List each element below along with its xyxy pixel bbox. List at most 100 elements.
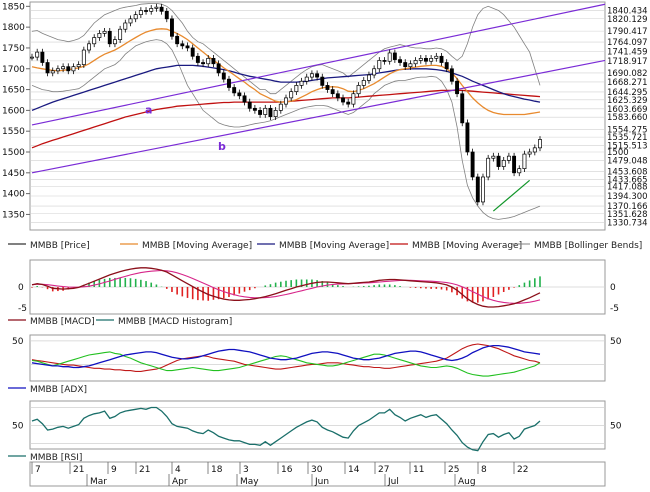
legend-bollinger: MMBB [Bollinger Bends] (534, 241, 642, 251)
candle-body (444, 62, 449, 70)
annotation-a: a (145, 103, 152, 116)
candle-body (413, 60, 418, 65)
candle-body (341, 97, 345, 103)
price-left-label: 1550 (2, 127, 25, 137)
price-level-label: 1500 (607, 148, 629, 158)
ma-mid-line (31, 64, 541, 112)
legend-adx-label: MMBB [ADX] (30, 385, 87, 395)
legend-price: MMBB [Price] (30, 241, 90, 251)
candle-body (284, 97, 288, 105)
price-left-label: 1800 (2, 23, 25, 33)
candle-body (398, 59, 402, 63)
price-level-label: 1479.048 (607, 157, 648, 167)
rsi-panel-frame (29, 400, 606, 450)
price-level-label: 1535.721 (607, 133, 648, 143)
legend-macd-hist-label: MMBB [MACD Histogram] (118, 317, 232, 327)
time-month-label: Jul (387, 477, 399, 487)
candle-body (97, 33, 102, 38)
candle-body (325, 85, 330, 90)
price-left-label: 1500 (2, 148, 25, 158)
time-month-label: Mar (90, 477, 107, 487)
candle-body (232, 87, 237, 94)
candle-body (470, 151, 475, 178)
adx-panel-frame (29, 334, 606, 382)
time-day-label: 27 (378, 465, 389, 475)
rsi-right-tick: 50 (610, 422, 622, 432)
price-left-label: 1650 (2, 86, 25, 96)
candle-body (144, 10, 148, 12)
candle-body (335, 93, 340, 99)
price-left-label: 1450 (2, 169, 25, 179)
candle-body (258, 110, 263, 115)
macd-right-tick: 0 (610, 283, 616, 293)
candle-body (309, 73, 314, 78)
candle-body (40, 51, 45, 63)
price-level-label: 1554.275 (607, 125, 648, 135)
candle-body (294, 85, 299, 93)
candle-body (434, 55, 439, 59)
candle-body (92, 37, 97, 45)
legend-macd-label: MMBB [MACD] (30, 317, 95, 327)
candle-body (102, 30, 107, 34)
candle-body (133, 14, 138, 20)
candle-body (486, 157, 491, 178)
candle-body (491, 155, 496, 159)
candle-body (377, 60, 382, 70)
time-day-label: 22 (517, 465, 528, 475)
price-level-label: 1840.434 (607, 6, 648, 16)
time-day-label: 11 (413, 465, 424, 475)
macd-line (31, 267, 541, 308)
candle-body (496, 155, 501, 167)
price-level-label: 1690.082 (607, 69, 648, 79)
bollinger-lower (31, 39, 541, 220)
candle-body (185, 45, 190, 49)
candle-body (501, 159, 506, 167)
price-level-label: 1625.329 (607, 96, 648, 106)
candle-body (273, 110, 278, 117)
candle-body (538, 139, 542, 149)
price-level-label: 1515.513 (607, 142, 648, 152)
legend-ma-mid: MMBB [Moving Average] (279, 241, 389, 251)
candle-body (517, 168, 522, 174)
candle-body (429, 58, 434, 62)
price-grid (30, 10, 605, 223)
candle-body (527, 151, 532, 155)
price-left-label: 1700 (2, 65, 25, 75)
time-day-label: 25 (448, 465, 459, 475)
candle-body (154, 6, 159, 9)
adx-right-tick: 50 (610, 337, 622, 347)
price-left-label: 1850 (2, 2, 25, 12)
candle-body (460, 93, 465, 124)
candle-body (195, 55, 200, 63)
price-level-label: 1790.417 (607, 27, 648, 37)
time-day-label: 3 (243, 465, 249, 475)
macd-series: 0 0 -5 -5 (18, 267, 619, 314)
time-day-label: 9 (111, 465, 117, 475)
candle-body (439, 55, 444, 63)
trendline-support (492, 179, 531, 212)
price-level-label: 1764.097 (607, 38, 648, 48)
time-day-label: 8 (481, 465, 487, 475)
rsi-series: 50 50 (12, 406, 622, 452)
candle-body (268, 107, 273, 117)
macd-signal-line (31, 269, 541, 304)
candle-body (418, 58, 423, 61)
candle-body (522, 153, 527, 170)
candle-body (387, 52, 392, 62)
candle-body (449, 68, 454, 82)
candle-body (346, 101, 351, 105)
time-day-label: 7 (35, 465, 41, 475)
adx-line (31, 344, 541, 369)
price-level-label: 1583.660 (607, 113, 648, 123)
candle-body (361, 80, 366, 86)
candle-body (366, 74, 371, 81)
candle-body (164, 10, 169, 20)
candle-body (506, 155, 511, 161)
price-level-label: 1453.608 (607, 167, 648, 177)
candle-body (118, 28, 123, 40)
legend-ma-fast: MMBB [Moving Average] (142, 241, 252, 251)
rsi-left-tick: 50 (12, 422, 24, 432)
time-day-label: 30 (311, 465, 323, 475)
candle-body (299, 80, 304, 86)
